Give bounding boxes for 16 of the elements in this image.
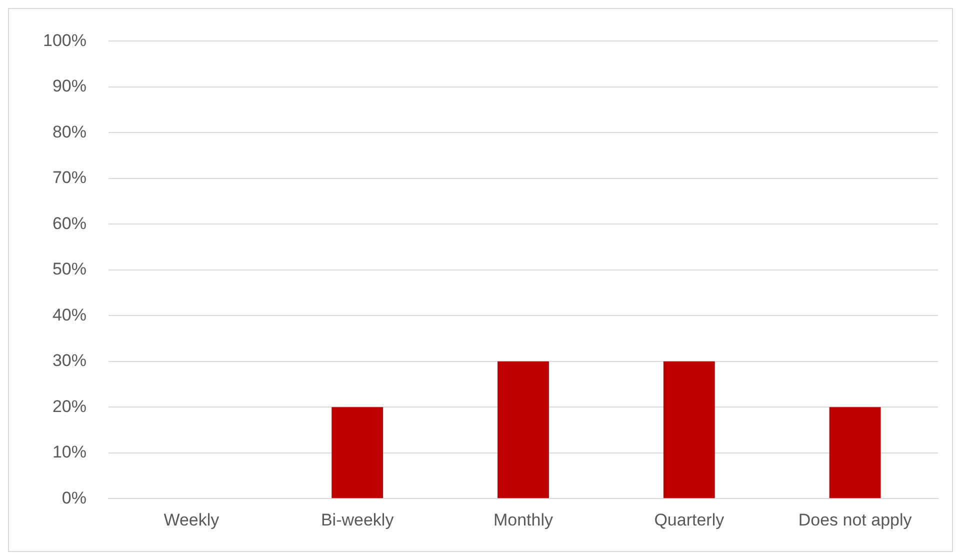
y-tick-label: 60% (52, 214, 86, 233)
y-tick-label: 70% (52, 168, 86, 188)
y-tick-label: 10% (52, 442, 86, 462)
y-tick-label: 80% (52, 122, 86, 142)
x-tick-label: Bi-weekly (320, 510, 394, 530)
y-tick-label: 50% (52, 260, 86, 279)
y-tick-label: 20% (52, 396, 86, 416)
y-tick-label: 0% (62, 488, 86, 508)
x-tick-label: Does not apply (798, 510, 912, 530)
x-tick-label: Monthly (493, 510, 554, 530)
y-tick-label: 100% (42, 30, 86, 50)
x-tick-label: Quarterly (654, 510, 725, 530)
y-tick-label: 90% (52, 76, 86, 96)
y-tick-label: 30% (52, 351, 86, 370)
x-tick-label: Weekly (164, 510, 220, 530)
y-tick-label: 40% (52, 305, 86, 324)
